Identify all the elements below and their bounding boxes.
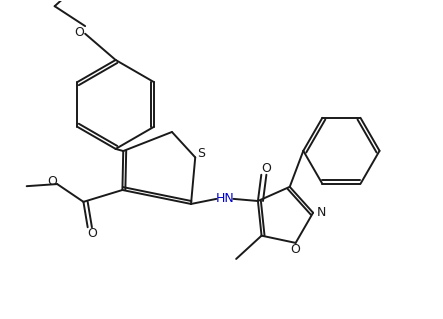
Text: HN: HN [215,192,234,205]
Text: S: S [197,147,205,160]
Text: O: O [75,26,85,39]
Text: O: O [261,162,271,175]
Text: O: O [87,227,97,240]
Text: O: O [47,175,57,189]
Text: N: N [317,206,326,219]
Text: O: O [290,243,300,256]
